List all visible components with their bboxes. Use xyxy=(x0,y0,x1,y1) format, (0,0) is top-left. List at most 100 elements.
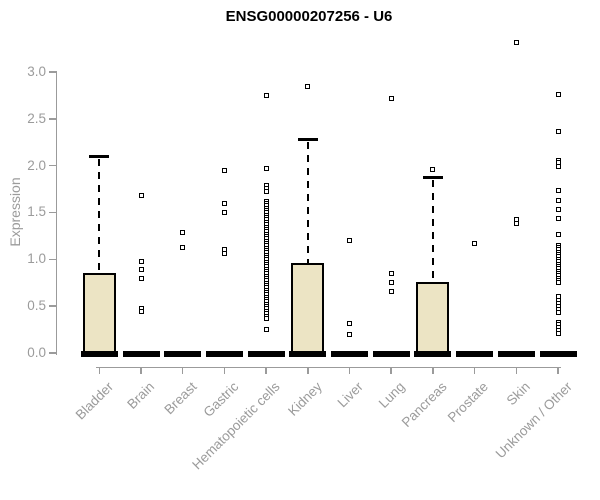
outlier-point xyxy=(263,92,269,98)
outlier-point xyxy=(138,258,144,264)
outlier-point xyxy=(263,189,269,195)
box xyxy=(416,281,450,356)
median-bar xyxy=(122,350,160,357)
x-tick-label-text: Bladder xyxy=(72,379,116,423)
x-tick-label-text: Liver xyxy=(334,379,367,411)
outlier-point xyxy=(555,215,561,221)
y-axis-line xyxy=(55,72,57,355)
x-axis-line xyxy=(96,366,561,368)
outlier-point xyxy=(388,95,394,101)
x-tick xyxy=(307,368,309,374)
outlier-point xyxy=(555,330,561,336)
x-tick xyxy=(265,368,267,374)
median-bar xyxy=(372,350,410,357)
x-tick xyxy=(140,368,142,374)
outlier-point xyxy=(555,231,561,237)
whisker xyxy=(98,159,101,274)
x-tick-label-text: Skin xyxy=(503,379,533,409)
outlier-point xyxy=(347,331,352,337)
x-tick-label-text: Brain xyxy=(124,379,158,412)
outlier-point xyxy=(555,197,561,203)
x-tick-label-text: Lung xyxy=(375,379,408,411)
outlier-point xyxy=(138,193,144,199)
y-tick-label: 2.0 xyxy=(27,157,46,173)
y-tick-label: 3.0 xyxy=(27,63,46,79)
outlier-point xyxy=(555,129,561,135)
outlier-point xyxy=(555,91,561,97)
outlier-point xyxy=(180,244,186,250)
x-tick-label-text: Gastric xyxy=(200,379,241,420)
median-bar xyxy=(80,350,118,357)
outlier-point xyxy=(513,221,519,227)
whisker-cap xyxy=(422,175,443,179)
outlier-point xyxy=(263,315,269,321)
outlier-point xyxy=(388,280,394,286)
x-tick-label-text: Kidney xyxy=(284,379,325,419)
median-bar xyxy=(331,350,368,357)
x-tick xyxy=(432,368,434,374)
x-tick xyxy=(98,368,101,374)
outlier-point xyxy=(180,229,186,235)
chart-title: ENSG00000207256 - U6 xyxy=(225,8,393,25)
median-bar xyxy=(205,350,243,357)
outlier-point xyxy=(263,165,269,171)
whisker xyxy=(431,179,434,282)
median-bar xyxy=(456,350,494,357)
x-tick xyxy=(223,368,226,374)
x-tick-label-text: Unknown / Other xyxy=(492,379,575,462)
median-bar xyxy=(497,350,535,357)
outlier-point xyxy=(430,166,436,172)
outlier-point xyxy=(555,310,561,316)
outlier-point xyxy=(221,209,227,215)
outlier-point xyxy=(263,327,269,333)
outlier-point xyxy=(513,40,519,46)
x-tick xyxy=(181,368,184,374)
outlier-point xyxy=(388,288,394,294)
outlier-point xyxy=(555,207,561,213)
outlier-point xyxy=(388,270,394,276)
outlier-point xyxy=(305,83,311,89)
whisker xyxy=(306,142,309,264)
x-tick-label-text: Pancreas xyxy=(398,379,450,430)
median-bar xyxy=(164,350,202,357)
median-bar xyxy=(289,350,327,357)
outlier-point xyxy=(221,251,227,257)
outlier-point xyxy=(138,267,144,273)
outlier-point xyxy=(221,167,227,173)
y-tick xyxy=(49,211,57,214)
box xyxy=(291,263,325,356)
outlier-point xyxy=(138,309,144,315)
outlier-point xyxy=(555,164,561,170)
outlier-point xyxy=(347,320,352,326)
outlier-point xyxy=(221,200,227,206)
y-tick-label: 1.5 xyxy=(27,204,46,220)
x-tick xyxy=(515,368,518,374)
y-tick xyxy=(49,305,57,307)
y-tick-label: 0.0 xyxy=(27,345,46,360)
y-tick-label: 0.5 xyxy=(27,298,46,314)
x-tick-label-text: Breast xyxy=(161,379,200,418)
outlier-point xyxy=(347,238,352,244)
x-tick xyxy=(473,368,476,374)
x-tick xyxy=(348,368,351,374)
median-bar xyxy=(539,350,577,357)
y-tick xyxy=(49,118,57,120)
outlier-point xyxy=(555,280,561,286)
x-tick xyxy=(557,368,559,374)
box xyxy=(82,273,116,356)
outlier-point xyxy=(555,187,561,193)
outlier-point xyxy=(513,216,519,222)
y-tick xyxy=(49,164,57,167)
whisker-cap xyxy=(297,138,318,142)
x-tick-label-text: Prostate xyxy=(445,379,492,426)
outlier-point xyxy=(138,275,144,281)
outlier-point xyxy=(472,240,478,246)
y-tick xyxy=(49,258,57,261)
y-tick xyxy=(49,71,57,73)
y-tick xyxy=(49,352,57,354)
x-tick xyxy=(390,368,392,374)
y-tick-label: 1.0 xyxy=(27,251,46,267)
median-bar xyxy=(414,350,452,357)
median-bar xyxy=(247,350,285,357)
